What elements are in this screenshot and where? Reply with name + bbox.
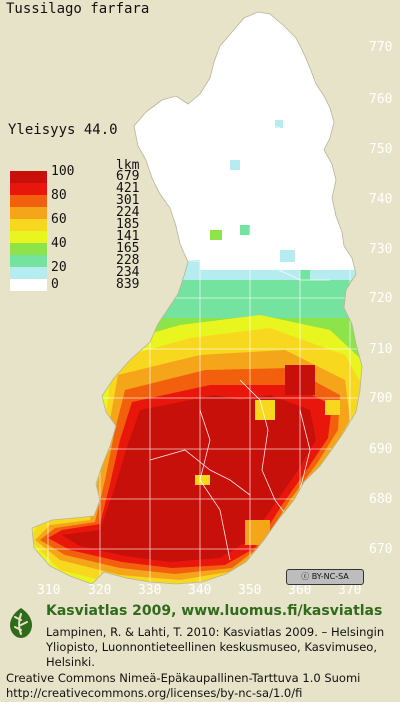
- legend-row: 40 165: [10, 236, 178, 256]
- y-tick-label: 770: [369, 40, 393, 55]
- cc-license-badge: ⓒ BY-NC-SA: [286, 569, 364, 585]
- legend-row: 60 185: [10, 212, 178, 232]
- legend-swatch: [10, 183, 47, 195]
- legend-swatch: [10, 171, 47, 183]
- legend-swatch: [10, 219, 47, 231]
- legend-label: 100: [51, 164, 75, 179]
- x-tick-label: 310: [37, 583, 61, 598]
- y-tick-label: 750: [369, 142, 393, 157]
- legend-label: 40: [51, 236, 67, 251]
- x-tick-label: 360: [288, 583, 312, 598]
- x-tick-label: 320: [88, 583, 112, 598]
- legend-swatch: [10, 231, 47, 243]
- y-tick-label: 690: [369, 442, 393, 457]
- legend-swatch: [10, 243, 47, 255]
- legend-count: 185: [116, 217, 140, 232]
- legend-row: 228: [10, 253, 178, 268]
- legend-count: 165: [116, 241, 140, 256]
- legend-swatch: [10, 195, 47, 207]
- cc-icon: ⓒ: [301, 572, 310, 581]
- x-tick-label: 370: [338, 583, 362, 598]
- legend-row: 0 839: [10, 277, 178, 292]
- footer-license-url: http://creativecommons.org/licenses/by-n…: [6, 686, 303, 700]
- species-title: Tussilago farfara: [6, 1, 150, 17]
- legend-count: 839: [116, 277, 140, 292]
- legend-count: 234: [116, 265, 140, 280]
- legend-count: 301: [116, 193, 140, 208]
- y-tick-label: 720: [369, 291, 393, 306]
- legend-row: 20 234: [10, 260, 178, 280]
- legend-count-header: lkm: [116, 158, 140, 173]
- y-tick-label: 730: [369, 242, 393, 257]
- legend-row: 421: [10, 181, 178, 196]
- legend-count: 224: [116, 205, 140, 220]
- y-tick-label: 740: [369, 192, 393, 207]
- legend-count: 228: [116, 253, 140, 268]
- province-borders: [149, 104, 330, 561]
- legend-row: 224: [10, 205, 178, 220]
- frequency-label: Yleisyys 44.0: [8, 122, 118, 138]
- cc-badge-text: BY-NC-SA: [311, 572, 349, 581]
- legend-count: 141: [116, 229, 140, 244]
- legend-row: 141: [10, 229, 178, 244]
- legend-swatch: [10, 255, 47, 267]
- legend-row: 100 679: [10, 164, 178, 184]
- y-tick-label: 680: [369, 492, 393, 507]
- kasviatlas-logo-icon: [10, 608, 32, 638]
- heatmap-cells: [32, 120, 362, 584]
- legend-swatch: [10, 207, 47, 219]
- legend-label: 20: [51, 260, 67, 275]
- legend-swatch: [10, 279, 47, 291]
- y-tick-label: 700: [369, 391, 393, 406]
- x-tick-label: 330: [138, 583, 162, 598]
- distribution-map: [31, 11, 363, 585]
- footer-license: Creative Commons Nimeä-Epäkaupallinen-Ta…: [6, 671, 396, 701]
- footer-title: Kasviatlas 2009, www.luomus.fi/kasviatla…: [46, 603, 383, 619]
- x-tick-label: 340: [188, 583, 212, 598]
- legend-swatch: [10, 267, 47, 279]
- y-tick-label: 710: [369, 342, 393, 357]
- y-tick-label: 670: [369, 542, 393, 557]
- x-tick-label: 350: [238, 583, 262, 598]
- footer-citation: Lampinen, R. & Lahti, T. 2010: Kasviatla…: [46, 625, 385, 669]
- legend-label: 80: [51, 188, 67, 203]
- y-tick-label: 760: [369, 92, 393, 107]
- legend-label: 0: [51, 277, 59, 292]
- legend-row: 80 301: [10, 188, 178, 208]
- legend-count: 421: [116, 181, 140, 196]
- legend-count: 679: [116, 169, 140, 184]
- legend-label: 60: [51, 212, 67, 227]
- footer-license-name: Creative Commons Nimeä-Epäkaupallinen-Ta…: [6, 671, 361, 685]
